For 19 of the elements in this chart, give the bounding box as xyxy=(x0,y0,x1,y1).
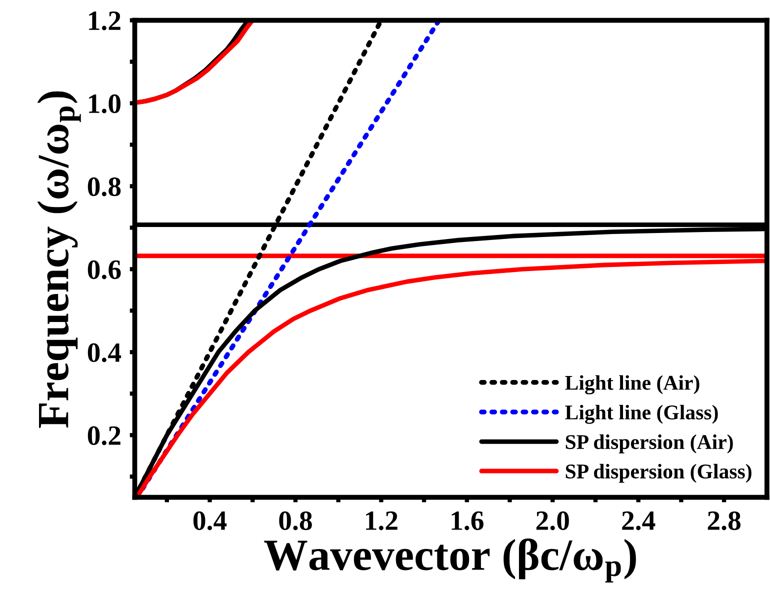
legend-label: Light line (Air) xyxy=(565,375,700,394)
y-tick-label: 1.2 xyxy=(89,12,120,30)
x-tick-label: 2.4 xyxy=(622,511,656,530)
y-tick-label: 0.6 xyxy=(88,260,121,280)
legend-label: Light line (Glass) xyxy=(565,404,718,424)
legend-label: SP dispersion (Glass) xyxy=(566,464,752,483)
x-axis-title: Wavevector (βc/ω$_{p}$) xyxy=(264,538,636,583)
y-axis-title: Frequency (ω/ω$_{p}$) xyxy=(37,91,81,428)
legend-label: SP dispersion (Air) xyxy=(566,434,733,454)
x-tick-label: 1.6 xyxy=(452,511,484,530)
x-tick-label: 0.8 xyxy=(279,511,312,530)
y-tick-label: 0.4 xyxy=(88,343,122,362)
x-tick-label: 2.0 xyxy=(536,511,569,530)
y-tick-label: 1.0 xyxy=(89,94,120,114)
y-tick-label: 0.2 xyxy=(88,426,120,446)
x-tick-label: 1.2 xyxy=(366,511,398,530)
x-tick-label: 0.4 xyxy=(193,511,227,530)
x-tick-label: 2.8 xyxy=(708,511,740,530)
y-tick-label: 0.8 xyxy=(88,177,121,196)
